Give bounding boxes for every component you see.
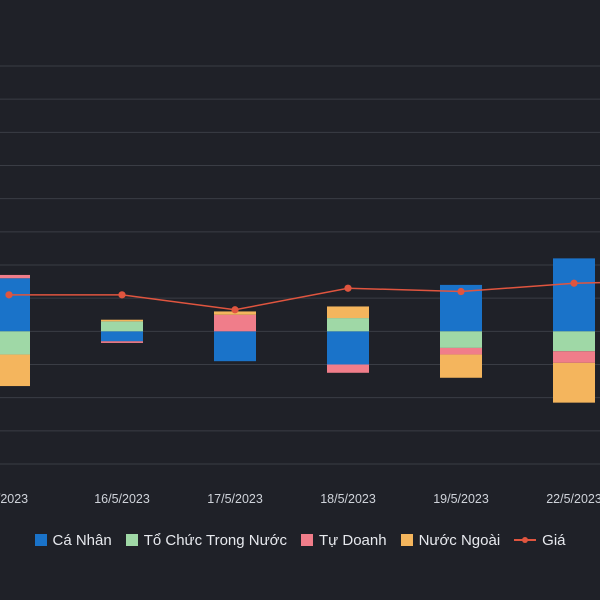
bar-segment-s1-c5[interactable] bbox=[553, 331, 595, 352]
bar-segment-s2-c0[interactable] bbox=[0, 274, 30, 279]
legend-item-nuoc-ngoai[interactable]: Nước Ngoài bbox=[400, 531, 501, 549]
legend-swatch-ca-nhan bbox=[34, 534, 47, 546]
price-point-5[interactable] bbox=[570, 279, 578, 287]
bar-segment-s3-c3[interactable] bbox=[327, 306, 369, 319]
legend-label-ca-nhan: Cá Nhân bbox=[52, 531, 112, 549]
legend-swatch-nuoc-ngoai bbox=[400, 534, 413, 546]
bar-segment-s2-c4[interactable] bbox=[440, 347, 482, 355]
bar-segment-s2-c2[interactable] bbox=[214, 314, 256, 332]
bar-segment-s3-c0[interactable] bbox=[0, 354, 30, 387]
x-tick-label-4: 19/5/2023 bbox=[433, 492, 489, 506]
price-point-2[interactable] bbox=[231, 306, 239, 314]
bar-segment-s0-c2[interactable] bbox=[214, 331, 256, 362]
bars-group bbox=[0, 258, 595, 403]
bar-segment-s0-c3[interactable] bbox=[327, 331, 369, 365]
legend-label-tu-doanh: Tự Doanh bbox=[319, 531, 387, 549]
legend-item-tu-doanh[interactable]: Tự Doanh bbox=[301, 532, 387, 549]
bar-segment-s3-c1[interactable] bbox=[101, 319, 143, 322]
grid-lines bbox=[0, 65, 600, 465]
legend-item-ca-nhan[interactable]: Cá Nhân bbox=[34, 531, 112, 549]
legend-item-gia[interactable]: Giá bbox=[514, 531, 566, 549]
x-axis-ticks: 5/2023 16/5/2023 17/5/2023 18/5/2023 19/5/20… bbox=[0, 492, 600, 506]
legend-swatch-gia bbox=[514, 534, 537, 546]
price-point-4[interactable] bbox=[457, 287, 465, 296]
bar-segment-s3-c4[interactable] bbox=[440, 354, 482, 378]
bar-segment-s0-c5[interactable] bbox=[553, 258, 595, 332]
bar-segment-s1-c3[interactable] bbox=[327, 318, 369, 332]
x-tick-label-3: 18/5/2023 bbox=[320, 492, 376, 506]
bar-segment-s0-c1[interactable] bbox=[101, 331, 143, 342]
legend: Cá Nhân Tổ Chức Trong Nước Tự Doanh Nước… bbox=[0, 528, 600, 552]
bar-segment-s1-c4[interactable] bbox=[440, 331, 482, 348]
bar-segment-s2-c5[interactable] bbox=[553, 351, 595, 363]
legend-swatch-tu-doanh bbox=[301, 534, 313, 546]
legend-label-to-chuc-trong-nuoc: Tổ Chức Trong Nước bbox=[143, 531, 287, 549]
legend-label-gia: Giá bbox=[542, 531, 566, 549]
bar-segment-s1-c1[interactable] bbox=[101, 321, 143, 332]
x-tick-label-5: 22/5/2023 bbox=[546, 492, 600, 506]
legend-item-to-chuc-trong-nuoc[interactable]: Tổ Chức Trong Nước bbox=[125, 531, 287, 549]
legend-swatch-to-chuc-trong-nuoc bbox=[125, 534, 138, 546]
bar-segment-s3-c5[interactable] bbox=[553, 362, 595, 403]
price-point-3[interactable] bbox=[344, 284, 352, 292]
bar-segment-s1-c0[interactable] bbox=[0, 331, 30, 355]
x-tick-label-1: 16/5/2023 bbox=[94, 492, 150, 506]
price-line-group bbox=[5, 279, 600, 314]
bar-segment-s2-c3[interactable] bbox=[327, 364, 369, 373]
price-point-0[interactable] bbox=[5, 291, 13, 299]
bar-segment-s2-c1[interactable] bbox=[101, 341, 143, 343]
x-tick-label-2: 17/5/2023 bbox=[207, 492, 263, 506]
legend-label-nuoc-ngoai: Nước Ngoài bbox=[418, 531, 501, 549]
x-tick-label-0: 5/2023 bbox=[0, 492, 28, 506]
bar-segment-s0-c0[interactable] bbox=[0, 278, 30, 332]
price-line bbox=[9, 281, 600, 311]
price-point-1[interactable] bbox=[118, 291, 126, 299]
